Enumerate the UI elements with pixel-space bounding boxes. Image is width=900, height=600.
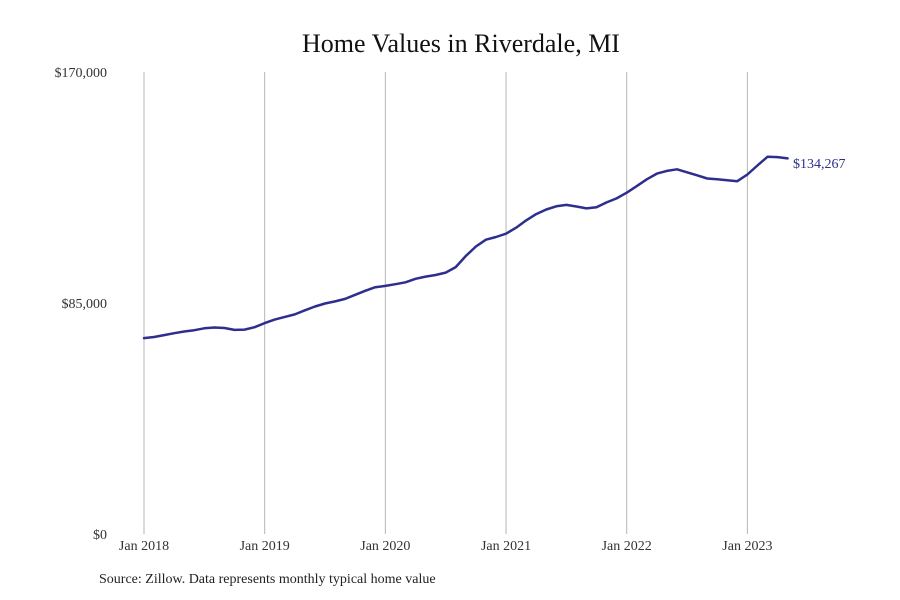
vertical-gridlines	[143, 72, 748, 534]
x-tick-label: Jan 2023	[722, 539, 772, 554]
x-tick-label: Jan 2019	[240, 539, 290, 554]
chart-title: Home Values in Riverdale, MI	[302, 29, 620, 58]
y-axis-tick-labels: $0 $85,000 $170,000	[55, 66, 108, 543]
x-tick-label: Jan 2020	[360, 539, 410, 554]
y-tick-label: $85,000	[62, 297, 108, 312]
y-tick-label: $0	[93, 528, 107, 543]
source-note: Source: Zillow. Data represents monthly …	[99, 572, 436, 587]
x-axis-tick-labels: Jan 2018 Jan 2019 Jan 2020 Jan 2021 Jan 2022…	[119, 539, 773, 554]
series-group	[142, 155, 789, 340]
home-value-line	[142, 155, 789, 340]
x-tick-label: Jan 2021	[481, 539, 531, 554]
y-tick-label: $170,000	[55, 66, 108, 81]
last-value-label: $134,267	[793, 157, 846, 172]
x-tick-label: Jan 2022	[602, 539, 652, 554]
x-tick-label: Jan 2018	[119, 539, 169, 554]
